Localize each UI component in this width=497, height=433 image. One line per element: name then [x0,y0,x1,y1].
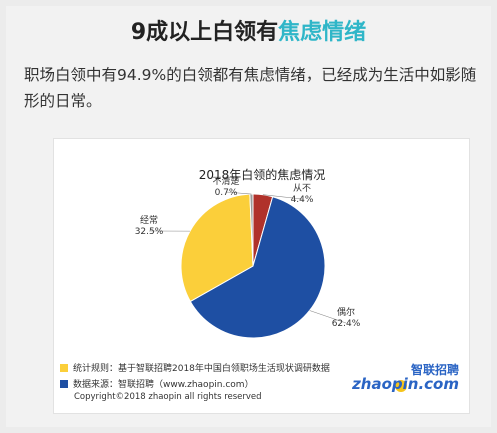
stats-rule-swatch [60,363,68,372]
slice-value-3: 0.7% [215,188,238,198]
leader-line-0 [262,194,303,200]
chart-figure: 2018年白领的焦虑情况 从不 4.4% 偶尔 62.4% 经常 32.5% 不清楚 0.7%… [53,138,470,414]
pie-slice-2 [180,193,254,303]
slice-value-1: 62.4% [332,319,361,329]
intro-paragraph: 职场白领中有94.9%的白领都有焦虑情绪，已经成为生活中如影随形的日常。 [24,66,477,110]
source-text: 数据来源：智联招聘（www.zhaopin.com） [73,380,254,390]
slice-label-2: 经常 [140,214,158,226]
stats-rule-text: 统计规则：基于智联招聘2018年中国白领职场生活现状调研数据 [73,364,330,374]
title-main: 9成以上白领有 [130,20,279,45]
source-note: 数据来源：智联招聘（www.zhaopin.com） [60,377,254,390]
slice-label-3: 不清楚 [212,175,239,187]
source-swatch [60,379,68,388]
chart-title: 2018年白领的焦虑情况 [199,167,326,182]
slice-label-1: 偶尔 [337,306,355,318]
slice-value-2: 32.5% [135,227,164,237]
leader-line-1 [309,310,347,324]
copyright-text: Copyright©2018 zhaopin all rights reserv… [74,392,262,402]
title-accent: 焦虑情绪 [278,20,367,45]
slice-value-0: 4.4% [291,195,314,205]
page-title: 9成以上白领有焦虑情绪 [0,14,497,46]
leader-line-3 [225,191,252,195]
stats-rule-note: 统计规则：基于智联招聘2018年中国白领职场生活现状调研数据 [60,361,330,374]
slice-label-0: 从不 [293,183,311,194]
zhaopin-logo: 智联招聘 zhaopin.com [352,363,459,393]
